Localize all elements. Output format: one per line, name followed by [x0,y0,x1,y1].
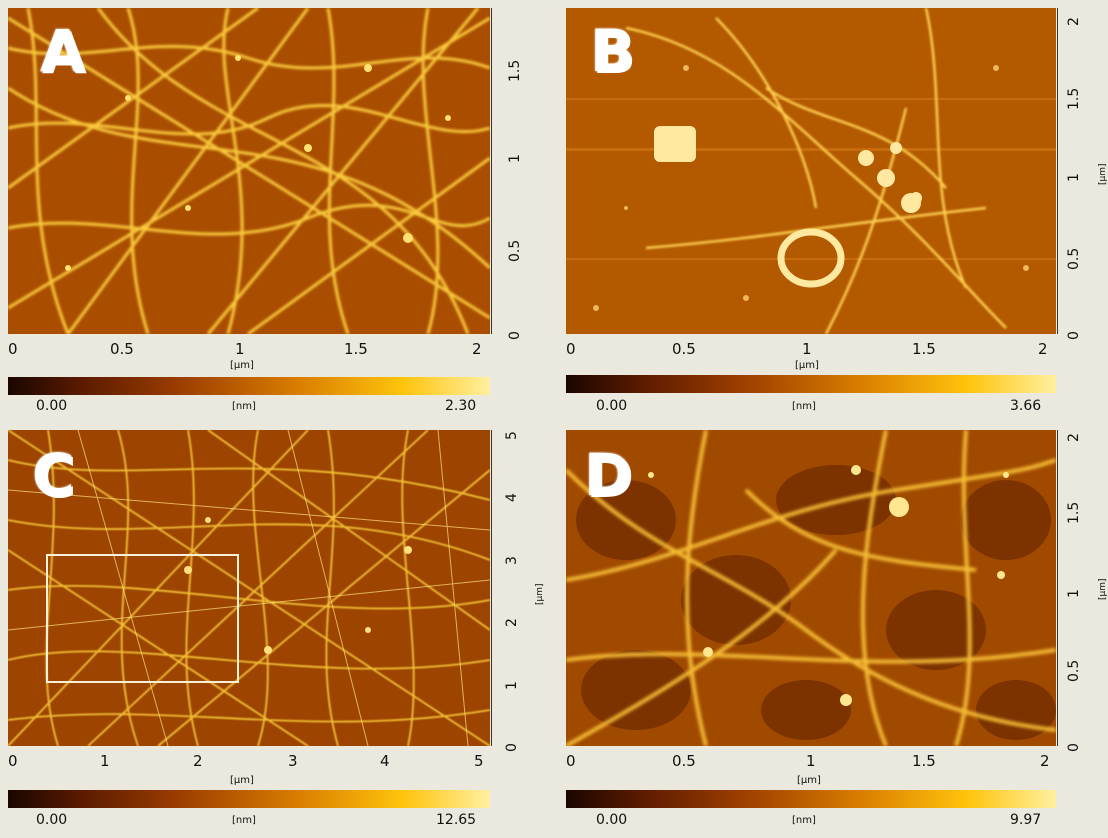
panel-b-y-tick: 0.5 [1066,247,1082,270]
panel-c-y-tick: 3 [504,556,520,565]
panel-b-x-tick: 0 [566,340,576,358]
panel-b-cbar-max: 3.66 [1010,398,1042,414]
panel-b-x-tick: 0.5 [672,340,696,358]
panel-b-y-axis [1057,8,1058,334]
panel-a-x-tick: 0 [8,340,18,358]
panel-d-cbar-max: 9.97 [1010,812,1042,828]
panel-c-x-tick: 4 [380,752,390,770]
panel-a-label: A [40,17,85,85]
panel-c-y-tick: 1 [504,681,520,690]
panel-b-y-tick: 0 [1066,331,1082,340]
afm-image-d [566,430,1056,746]
panel-c-x-tick: 2 [193,752,203,770]
panel-b-x-tick: 1 [802,340,812,358]
afm-image-b [566,8,1056,334]
panel-c-x-unit: [µm] [230,775,254,786]
panel-d-y-axis [1057,430,1058,746]
panel-d-y-tick: 1 [1066,589,1082,598]
panel-c-y-tick: 0 [504,743,520,752]
panel-d-y-unit: [µm] [1098,578,1108,600]
panel-c-x-tick: 5 [474,752,484,770]
panel-c-x-tick: 0 [8,752,18,770]
panel-c-cbar-unit: [nm] [232,815,256,826]
panel-d-x-tick: 1.5 [912,752,936,770]
panel-b-x-tick: 2 [1038,340,1048,358]
panel-a-y-axis [491,8,492,334]
panel-d-y-tick: 0 [1066,743,1082,752]
panel-c-y-unit: [µm] [535,583,545,605]
panel-a-y-tick: 0 [507,331,523,340]
panel-c-cbar-max: 12.65 [436,812,477,828]
panel-b-colorbar [566,375,1056,393]
panel-c-x-tick: 1 [100,752,110,770]
panel-a-x-unit: [µm] [230,360,254,371]
panel-b-x-unit: [µm] [795,360,819,371]
panel-c-y-tick: 5 [504,431,520,440]
panel-d-y-tick: 1.5 [1066,501,1082,524]
panel-d-x-tick: 0 [566,752,576,770]
panel-d-colorbar [566,790,1056,808]
panel-a-x-tick: 2 [472,340,482,358]
panel-a-x-tick: 1 [235,340,245,358]
panel-a-y-tick: 1 [507,154,523,163]
panel-b-y-tick: 1.5 [1066,87,1082,110]
panel-a-x-tick: 1.5 [344,340,368,358]
panel-c-label: C [32,441,75,509]
panel-b-cbar-unit: [nm] [792,401,816,412]
panel-c-x-tick: 3 [288,752,298,770]
panel-c-y-tick: 2 [504,618,520,627]
panel-a-y-tick: 0.5 [507,239,523,262]
panel-b-y-unit: [µm] [1098,163,1108,185]
afm-image-c [8,430,490,746]
afm-image-a [8,8,490,334]
panel-a-cbar-max: 2.30 [445,398,477,414]
panel-b-cbar-min: 0.00 [596,398,628,414]
panel-b-y-tick: 2 [1066,17,1082,26]
panel-c-cbar-min: 0.00 [36,812,68,828]
panel-b-y-tick: 1 [1066,173,1082,182]
panel-d-x-tick: 0.5 [672,752,696,770]
panel-d-x-tick: 1 [806,752,816,770]
region-of-interest-box [46,554,239,683]
panel-c-colorbar [8,790,490,808]
panel-c-y-axis [491,430,492,746]
panel-d-cbar-min: 0.00 [596,812,628,828]
panel-d-y-tick: 0.5 [1066,659,1082,682]
panel-a-x-tick: 0.5 [110,340,134,358]
panel-a-cbar-min: 0.00 [36,398,68,414]
panel-a-y-tick: 1.5 [507,59,523,82]
panel-d-y-tick: 2 [1066,433,1082,442]
panel-d-x-unit: [µm] [797,775,821,786]
panel-a-cbar-unit: [nm] [232,401,256,412]
panel-b-x-tick: 1.5 [912,340,936,358]
panel-d-label: D [584,441,632,509]
panel-a-colorbar [8,377,490,395]
panel-b-label: B [590,17,634,85]
panel-d-cbar-unit: [nm] [792,815,816,826]
panel-c-y-tick: 4 [504,493,520,502]
panel-d-x-tick: 2 [1040,752,1050,770]
